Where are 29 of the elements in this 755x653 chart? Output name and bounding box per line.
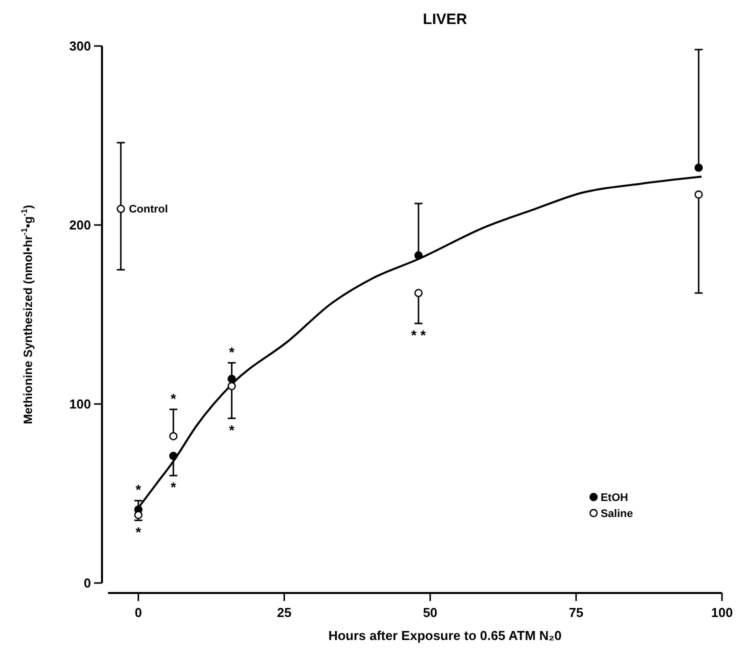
series-label: Control [128, 204, 168, 216]
point [414, 288, 423, 298]
x-tick-label: 0 [134, 605, 142, 620]
annotation: * [170, 479, 177, 496]
x-tick-label: 50 [422, 605, 438, 620]
point [116, 204, 125, 214]
point [169, 452, 178, 460]
x-tick-label: 100 [711, 605, 733, 620]
point [414, 251, 423, 260]
point [694, 190, 703, 199]
annotation: * [136, 524, 142, 540]
legend-label: Saline [600, 508, 634, 520]
x-axis-title: Hours after Exposure to 0.65 ATM N₂0 [328, 628, 562, 643]
annotation: * [136, 482, 142, 498]
y-tick-label: 200 [69, 218, 91, 233]
annotation: * * [411, 326, 426, 343]
annotation: * [170, 390, 177, 406]
y-tick-label: 100 [69, 396, 91, 412]
y-tick-label: 0 [84, 576, 91, 591]
annotation: * [229, 344, 236, 360]
x-tick-label: 75 [568, 605, 584, 620]
chart-title: LIVER [422, 11, 468, 28]
y-tick-label: 300 [69, 38, 91, 54]
point [169, 432, 178, 440]
x-tick-label: 25 [277, 605, 292, 620]
legend-label: EtOH [600, 492, 628, 504]
annotation: * [229, 422, 236, 438]
point [694, 164, 703, 172]
point [228, 382, 236, 390]
